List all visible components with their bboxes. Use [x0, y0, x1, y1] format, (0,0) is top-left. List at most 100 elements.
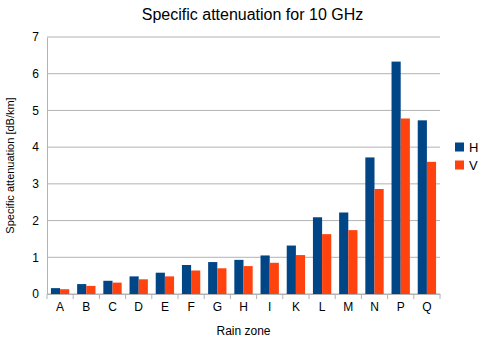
- tick-label: L: [319, 300, 326, 314]
- tick: I: [268, 294, 271, 314]
- separator: [387, 294, 388, 299]
- tick: H: [239, 294, 248, 314]
- axis-line: [47, 38, 48, 295]
- x-axis: ABCDEFGHIKLMNPQ: [48, 294, 441, 314]
- bar: [418, 120, 427, 294]
- legend-label: H: [469, 140, 478, 155]
- chart: 01234567ABCDEFGHIKLMNPQSpecific attenuat…: [0, 0, 485, 347]
- tick: G: [213, 294, 222, 314]
- tick-label: D: [134, 300, 143, 314]
- bar: [261, 255, 270, 294]
- tick-label: 3: [32, 177, 39, 191]
- bar: [427, 162, 436, 294]
- bar: [375, 189, 384, 294]
- axis-line: [48, 294, 441, 295]
- tick: E: [161, 294, 169, 314]
- tick-label: F: [187, 300, 194, 314]
- tick-label: 5: [32, 104, 39, 118]
- grid-line: [47, 37, 440, 38]
- legend-label: V: [469, 158, 478, 173]
- legend-swatch: [455, 161, 464, 170]
- separator: [204, 294, 205, 299]
- tick: 1: [32, 251, 47, 265]
- separator: [151, 294, 152, 299]
- tick-label: 0: [32, 287, 39, 301]
- grid: [47, 37, 440, 294]
- bar: [77, 284, 86, 294]
- bar: [287, 246, 296, 294]
- bar: [191, 271, 200, 294]
- bar-series: [60, 119, 436, 294]
- bar: [234, 260, 243, 294]
- tick-label: 2: [32, 214, 39, 228]
- bar: [270, 263, 279, 294]
- grid-line: [47, 147, 440, 148]
- tick-label: 6: [32, 67, 39, 81]
- tick: P: [397, 294, 405, 314]
- separator: [440, 294, 441, 299]
- tick: F: [187, 294, 194, 314]
- tick: 2: [32, 214, 47, 228]
- separator: [413, 294, 414, 299]
- bar: [182, 265, 191, 294]
- legend: HV: [455, 140, 478, 173]
- tick-label: M: [343, 300, 353, 314]
- bar: [130, 276, 139, 294]
- bar: [86, 286, 95, 294]
- tick: L: [319, 294, 326, 314]
- separator: [309, 294, 310, 299]
- bar: [113, 283, 122, 294]
- bar: [313, 217, 322, 294]
- x-axis-title: Rain zone: [216, 324, 270, 338]
- separator: [125, 294, 126, 299]
- separator: [73, 294, 74, 299]
- bar: [208, 262, 217, 294]
- tick: 3: [32, 177, 47, 191]
- tick-label: 4: [32, 140, 39, 154]
- tick-label: 1: [32, 251, 39, 265]
- tick: C: [108, 294, 117, 314]
- legend-item: H: [455, 140, 478, 155]
- tick-label: E: [161, 300, 169, 314]
- separator: [282, 294, 283, 299]
- bar: [103, 281, 112, 294]
- legend-item: V: [455, 158, 478, 173]
- separator: [99, 294, 100, 299]
- tick: A: [56, 294, 64, 314]
- separator: [256, 294, 257, 299]
- bar: [296, 255, 305, 294]
- tick: 7: [32, 30, 47, 44]
- y-axis: 0 1 2 3 4 5 6 7: [32, 30, 47, 301]
- bar: [365, 157, 374, 294]
- bar: [165, 276, 174, 294]
- bar: [51, 288, 60, 294]
- bar: [322, 234, 331, 294]
- y-axis-title: Specific attenuation [dB/km]: [4, 97, 16, 233]
- tick: M: [343, 294, 353, 314]
- tick-label: Q: [422, 300, 431, 314]
- category-separators: [47, 294, 440, 299]
- tick: B: [82, 294, 90, 314]
- tick: 0: [32, 287, 47, 301]
- tick: 6: [32, 67, 47, 81]
- tick: D: [134, 294, 143, 314]
- tick-label: H: [239, 300, 248, 314]
- tick-label: B: [82, 300, 90, 314]
- bar: [217, 268, 226, 294]
- tick-label: I: [268, 300, 271, 314]
- bar: [60, 289, 69, 294]
- legend-swatch: [455, 143, 464, 152]
- grid-line: [47, 183, 440, 184]
- bar: [401, 119, 410, 294]
- tick: 5: [32, 104, 47, 118]
- separator: [178, 294, 179, 299]
- tick-label: C: [108, 300, 117, 314]
- bar: [244, 266, 253, 294]
- tick-label: A: [56, 300, 64, 314]
- bar-series: [51, 62, 427, 294]
- separator: [335, 294, 336, 299]
- tick-label: K: [292, 300, 300, 314]
- tick-label: 7: [32, 30, 39, 44]
- tick: K: [292, 294, 300, 314]
- tick: Q: [422, 294, 431, 314]
